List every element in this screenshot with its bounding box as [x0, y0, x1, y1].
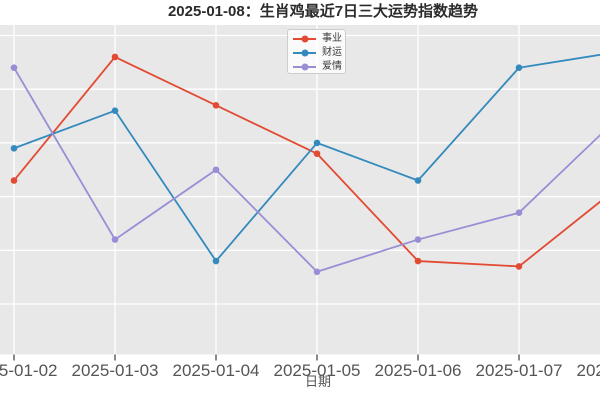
legend-label: 财运 [322, 47, 342, 58]
series-marker-财运 [515, 64, 523, 72]
x-tick-label: 2025-01-07 [475, 361, 563, 380]
x-tick-label: 2025-01-02 [0, 361, 58, 380]
series-marker-事业 [111, 53, 119, 61]
series-marker-爱情 [414, 236, 422, 243]
x-tick-label: 2025-01-04 [172, 361, 260, 380]
series-marker-爱情 [111, 236, 119, 243]
legend-item-爱情: 爱情 [293, 60, 345, 74]
legend-label: 事业 [322, 33, 342, 44]
legend-line-marker-icon [293, 63, 316, 71]
legend-dot-icon [301, 49, 308, 57]
legend: 事业 财运 爱情 [287, 29, 346, 74]
legend-item-事业: 事业 [293, 32, 345, 46]
chart-title: 2025-01-08：生肖鸡最近7日三大运势指数趋势 [167, 2, 479, 20]
series-marker-爱情 [515, 209, 523, 217]
legend-dot-icon [301, 35, 308, 43]
series-marker-事业 [515, 263, 523, 270]
x-tick-label: 2025-01-05 [273, 361, 361, 380]
legend-line-marker-icon [293, 49, 316, 57]
series-marker-财运 [414, 177, 422, 184]
x-axis-label: 日期 [304, 373, 332, 389]
series-marker-财运 [313, 139, 321, 147]
series-marker-财运 [212, 257, 220, 265]
legend-item-财运: 财运 [293, 46, 345, 60]
series-marker-事业 [414, 257, 422, 265]
series-marker-爱情 [10, 64, 18, 72]
x-tick-label: 2025-01-06 [374, 361, 462, 380]
series-marker-事业 [212, 102, 220, 109]
series-marker-事业 [313, 150, 321, 157]
plot-background [0, 25, 600, 355]
x-tick-label: 2025-01-03 [71, 361, 159, 380]
series-marker-爱情 [313, 268, 321, 276]
series-marker-事业 [10, 177, 18, 184]
series-marker-爱情 [212, 166, 220, 174]
series-marker-财运 [10, 144, 18, 152]
x-tick-label: 2025-01-08 [576, 361, 600, 380]
legend-dot-icon [301, 63, 308, 71]
legend-label: 爱情 [322, 61, 342, 72]
series-marker-财运 [111, 107, 119, 114]
legend-line-marker-icon [293, 35, 316, 43]
